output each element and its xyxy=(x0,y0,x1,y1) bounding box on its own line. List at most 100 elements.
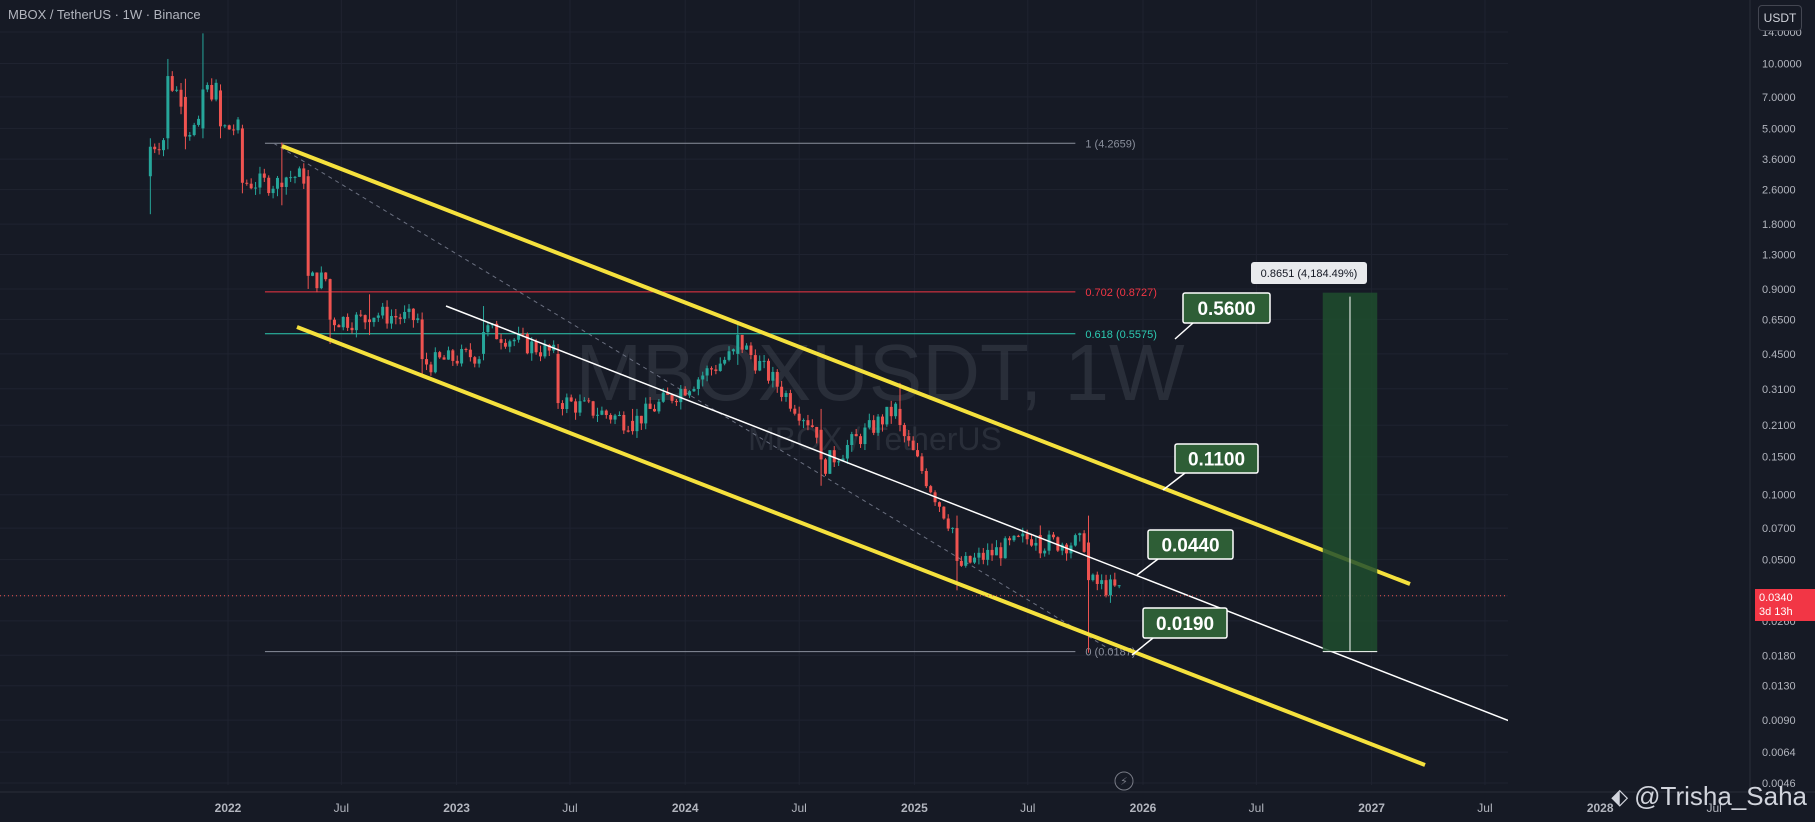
candle-body xyxy=(968,555,972,563)
price-tick-label: 5.0000 xyxy=(1762,123,1796,135)
candlestick-series xyxy=(148,33,1121,653)
candle-body xyxy=(894,403,898,417)
candle-body xyxy=(845,445,849,459)
candle-body xyxy=(1065,544,1069,554)
channel-mid-line xyxy=(445,305,1572,746)
candle-body xyxy=(1078,533,1082,536)
candle-body xyxy=(468,349,472,358)
candle-body xyxy=(179,89,183,107)
candle-body xyxy=(854,434,858,437)
candle-body xyxy=(280,182,284,187)
candle-body xyxy=(429,364,433,373)
candle-body xyxy=(499,339,503,343)
candle-body xyxy=(587,400,591,402)
candle-body xyxy=(530,341,534,354)
target-pointer xyxy=(1174,322,1194,340)
price-tick-label: 0.4500 xyxy=(1762,349,1796,361)
candle-body xyxy=(999,547,1003,559)
candle-body xyxy=(674,400,678,403)
price-tick-label: 3.6000 xyxy=(1762,154,1796,166)
candle-body xyxy=(1038,535,1042,554)
candle-body xyxy=(644,403,648,424)
time-tick-label: Jul xyxy=(334,801,349,815)
candle-body xyxy=(793,408,797,414)
candle-body xyxy=(661,392,665,402)
candle-body xyxy=(254,187,258,189)
candle-body xyxy=(170,76,174,91)
candle-body xyxy=(1056,537,1060,551)
bar-countdown: 3d 13h xyxy=(1759,606,1793,618)
candle-body xyxy=(1012,535,1016,541)
candle-body xyxy=(403,311,407,319)
target-label: 0.5600 xyxy=(1197,299,1255,320)
candle-body xyxy=(635,415,639,432)
candle-body xyxy=(986,549,990,560)
candle-body xyxy=(723,359,727,364)
candle-body xyxy=(188,135,192,137)
candle-body xyxy=(569,397,573,402)
candle-body xyxy=(626,430,630,432)
candle-body xyxy=(942,506,946,519)
candle-body xyxy=(315,272,319,289)
candle-body xyxy=(1016,535,1020,537)
candle-body xyxy=(297,168,301,177)
candle-body xyxy=(517,333,521,340)
candle-body xyxy=(464,348,468,350)
candle-body xyxy=(446,350,450,360)
time-tick-label: Jul xyxy=(1477,801,1492,815)
candle-body xyxy=(337,325,341,328)
candle-body xyxy=(346,316,350,328)
candle-body xyxy=(959,560,963,566)
candle-body xyxy=(727,351,731,360)
candle-body xyxy=(604,410,608,416)
candle-body xyxy=(1073,535,1077,546)
candle-body xyxy=(841,458,845,462)
candle-body xyxy=(679,388,683,403)
time-tick-label: Jul xyxy=(1249,801,1264,815)
candle-body xyxy=(973,557,977,563)
author-watermark: ⬖ @Trisha_Saha xyxy=(1611,781,1807,812)
candle-body xyxy=(696,379,700,389)
candle-body xyxy=(503,342,507,347)
candle-body xyxy=(648,403,652,409)
candle-body xyxy=(609,415,613,420)
candle-body xyxy=(683,388,687,396)
candle-body xyxy=(907,436,911,441)
candle-body xyxy=(946,518,950,529)
candle-body xyxy=(258,173,262,188)
candle-body xyxy=(810,425,814,427)
candle-body xyxy=(275,177,279,189)
candle-body xyxy=(284,177,288,187)
candle-body xyxy=(1030,539,1034,546)
candle-body xyxy=(911,440,915,451)
price-tick-label: 0.0130 xyxy=(1762,681,1796,693)
fib-level-label: 1 (4.2659) xyxy=(1085,138,1135,150)
candle-body xyxy=(425,359,429,365)
candle-body xyxy=(898,408,902,426)
candle-body xyxy=(166,76,170,139)
candle-body xyxy=(591,401,595,416)
target-label-box xyxy=(1142,607,1228,639)
time-tick-label: Jul xyxy=(791,801,806,815)
price-tick-label: 0.6500 xyxy=(1762,314,1796,326)
candle-body xyxy=(407,308,411,312)
candle-body xyxy=(512,339,516,342)
candle-body xyxy=(631,420,635,432)
fib-level-label: 0.702 (0.8727) xyxy=(1085,287,1157,299)
candle-body xyxy=(872,420,876,433)
candle-body xyxy=(981,552,985,560)
candle-body xyxy=(806,420,810,426)
candle-body xyxy=(766,360,770,381)
price-tick-label: 0.3100 xyxy=(1762,384,1796,396)
candle-body xyxy=(460,348,464,364)
candle-body xyxy=(977,552,981,558)
candle-body xyxy=(543,344,547,357)
candle-body xyxy=(438,352,442,358)
candle-body xyxy=(240,128,244,183)
candle-body xyxy=(902,425,906,437)
candle-body xyxy=(955,528,959,561)
candle-body xyxy=(1043,550,1047,554)
candle-body xyxy=(324,272,328,280)
currency-button[interactable]: USDT xyxy=(1758,5,1802,31)
